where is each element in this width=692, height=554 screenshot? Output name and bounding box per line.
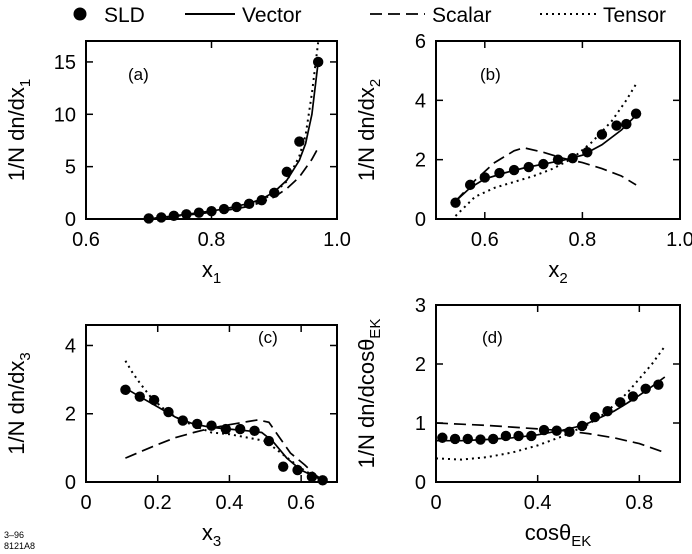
scalar-curve-b: [454, 146, 637, 202]
plot-frame-a: [85, 40, 338, 220]
x-axis-label-d: cosθEK: [525, 520, 592, 550]
y-tick-label-d: 0: [415, 472, 426, 494]
y-tick-label-c: 2: [65, 404, 76, 426]
sld-point-d: [449, 433, 461, 445]
y-tick-label-a: 15: [54, 52, 76, 74]
scalar-curve-d: [436, 422, 666, 454]
panel-b: 0.6 0.8 1.0 0 2 4 6 (b) x2 1/N dn/dx2: [354, 31, 692, 287]
y-tick-label-d: 2: [415, 354, 426, 376]
y-tick-label-a: 0: [65, 209, 76, 231]
sld-point-b: [596, 129, 608, 140]
y-axis-label-b: 1/N dn/dx2: [354, 79, 384, 182]
x-axis-label-b: x2: [548, 257, 567, 287]
sld-point-d: [653, 379, 664, 390]
legend-scalar-label: Scalar: [432, 4, 492, 27]
y-tick-label-a: 5: [65, 157, 76, 179]
y-axis-label-d: 1/N dn/dcosθEK: [354, 319, 384, 469]
sld-point-b: [630, 108, 642, 119]
y-axis-label-c: 1/N dn/dx3: [4, 352, 34, 455]
x-tick-label-b: 1.0: [666, 229, 692, 251]
panel-d: 0 0.4 0.8 0 1 2 3 (d) cosθEK 1/N dn/dcosθEK: [354, 295, 681, 550]
y-tick-label-d: 1: [415, 413, 426, 435]
legend-sld-marker: [73, 7, 87, 21]
x-axis-label-c: x3: [202, 520, 221, 550]
footnote-code: 8121A8: [4, 541, 35, 551]
x-tick-label-c: 0.2: [144, 492, 172, 514]
sld-point-c: [206, 420, 217, 431]
x-tick-label-d: 0.8: [625, 492, 653, 514]
sld-point-d: [500, 430, 512, 442]
vector-curve-d: [436, 376, 666, 442]
panel-c: 0 0.2 0.4 0.6 0 2 4 (c) x3 1/N dn/dx3: [4, 324, 338, 550]
sld-point-b: [450, 197, 461, 208]
legend-sld-label: SLD: [104, 4, 145, 27]
x-tick-label-a: 0.8: [198, 229, 226, 251]
y-tick-label-b: 4: [415, 90, 426, 112]
tensor-curve-c: [124, 360, 327, 482]
tensor-curve-b: [454, 83, 637, 217]
y-tick-label-c: 0: [65, 472, 76, 494]
vector-curve-c: [124, 387, 327, 482]
x-tick-label-b: 0.8: [568, 229, 596, 251]
panel-label-a: (a): [128, 65, 149, 84]
sld-point-c: [278, 461, 289, 472]
legend: SLD Vector Scalar Tensor: [73, 4, 666, 27]
sld-point-d: [627, 391, 639, 402]
panel-a: 0.6 0.8 1.0 0 5 10 15 (a) x1 1/N dn/dx1: [4, 40, 351, 287]
y-tick-label-b: 6: [415, 31, 426, 53]
sld-point-a: [281, 166, 292, 178]
panel-label-b: (b): [480, 65, 501, 84]
x-tick-label-c: 0.4: [216, 492, 244, 514]
vector-curve-b: [454, 114, 637, 202]
sld-point-c: [120, 384, 131, 396]
legend-vector-label: Vector: [242, 4, 302, 27]
y-tick-label-b: 0: [415, 209, 426, 231]
panel-label-d: (d): [482, 328, 503, 347]
x-axis-label-a: x1: [202, 257, 221, 287]
legend-tensor-label: Tensor: [603, 4, 666, 27]
footnote-date: 3–96: [4, 530, 24, 540]
sld-point-c: [292, 464, 303, 476]
sld-point-d: [513, 430, 524, 442]
y-tick-label-c: 4: [65, 335, 76, 357]
x-tick-label-d: 0: [430, 492, 441, 514]
vector-curve-a: [148, 61, 320, 219]
y-axis-label-a: 1/N dn/dx1: [4, 79, 34, 182]
tensor-curve-a: [148, 41, 320, 219]
sld-point-c: [263, 435, 275, 447]
plot-frame-c: [85, 324, 338, 483]
x-tick-label-b: 0.6: [471, 229, 499, 251]
sld-point-b: [611, 120, 622, 131]
plot-frame-b: [435, 40, 681, 220]
y-tick-label-a: 10: [54, 104, 76, 126]
x-tick-label-a: 1.0: [323, 229, 351, 251]
sld-point-d: [462, 433, 473, 445]
sld-point-c: [234, 423, 246, 435]
scalar-curve-c: [125, 419, 327, 482]
x-tick-label-a: 0.6: [72, 229, 100, 251]
y-tick-label-b: 2: [415, 150, 426, 172]
x-tick-label-c: 0: [80, 492, 91, 514]
sld-point-a: [294, 136, 305, 147]
x-tick-label-d: 0.4: [524, 492, 552, 514]
plot-frame-d: [435, 304, 681, 483]
x-tick-label-c: 0.6: [287, 492, 315, 514]
panel-label-c: (c): [258, 328, 278, 347]
sld-point-d: [640, 383, 651, 394]
y-tick-label-d: 3: [415, 295, 426, 317]
